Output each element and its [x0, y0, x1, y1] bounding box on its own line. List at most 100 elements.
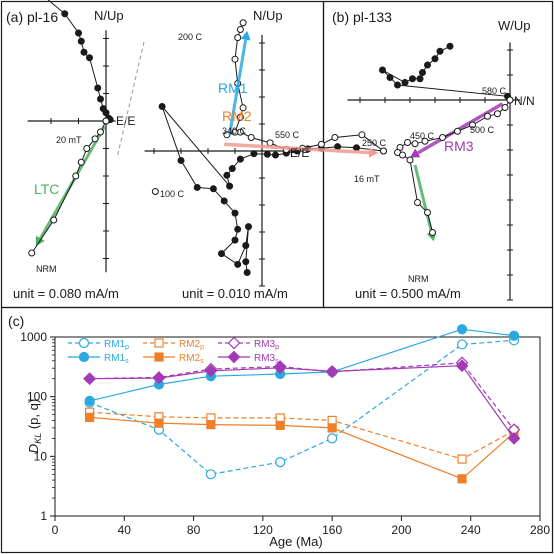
- c-x-tick-label: 0: [52, 523, 59, 537]
- panel-b-frame: [322, 0, 554, 309]
- a-right-vertical-point: [272, 151, 279, 159]
- b-vertical-point: [484, 112, 491, 120]
- a-right-vertical-point: [231, 209, 239, 217]
- b-nrm-label: NRM: [408, 274, 429, 284]
- a-left-vertical-point: [91, 135, 99, 143]
- c-legend-rm2s-marker: [154, 352, 164, 362]
- c-series-rm2p-point: [327, 415, 337, 426]
- b-ltc-arrow-shaft: [413, 164, 434, 233]
- c-series-rm1s-point: [84, 395, 95, 406]
- a-right-horizontal-point: [317, 140, 325, 148]
- c-ylabel-rest: (p, q): [26, 399, 41, 433]
- a-left-nrm-label: NRM: [36, 264, 57, 274]
- a-right-horizontal-point: [358, 131, 366, 139]
- a-left-vertical-point: [28, 249, 36, 257]
- b-16mt-label: 16 mT: [354, 174, 380, 184]
- a-left-vertical-point: [97, 128, 104, 136]
- a-right-axis-right: E/E: [290, 146, 309, 160]
- c-series-rm1p-point: [456, 339, 468, 350]
- panel-c-label: (c): [8, 313, 24, 329]
- c-series-rm1s-point: [456, 324, 468, 335]
- c-series-rm2p-line: [89, 411, 515, 460]
- a-right-rm2-label: RM2: [222, 108, 252, 124]
- b-axis-top: W/Up: [498, 18, 531, 33]
- panel-c-frame: [0, 306, 554, 554]
- c-series-rm3s-point: [152, 371, 166, 385]
- zijderveld-plot-pl16-right: [144, 19, 387, 287]
- c-series-rm3s-point: [83, 372, 96, 386]
- a-right-200c-label: 200 C: [178, 32, 203, 42]
- b-vertical-point: [429, 229, 436, 236]
- a-left-horizontal-point: [86, 54, 93, 62]
- b-rm3-arrow-shaft: [416, 102, 504, 155]
- c-y-tick-label: 10: [34, 449, 48, 463]
- a-right-100c-label: 100 C: [160, 189, 185, 199]
- c-series-rm1p-line: [89, 339, 515, 475]
- c-legend-rm3s-subscript: s: [275, 358, 279, 365]
- c-legend-rm1p-name: RM1: [104, 339, 126, 350]
- a-left-ltc-label: LTC: [34, 181, 59, 197]
- a-left-horizontal-point: [80, 48, 88, 56]
- a-left-vertical-point: [50, 216, 58, 224]
- a-right-vertical-point: [243, 269, 251, 276]
- b-580c-label: 580 C: [482, 86, 507, 96]
- c-legend-rm3p-subscript: p: [275, 344, 279, 351]
- b-unit: unit = 0.500 mA/m: [355, 286, 461, 301]
- c-series-rm1s-line: [89, 328, 515, 402]
- a-right-rm1-label: RM1: [218, 80, 248, 96]
- a-right-vertical-point: [245, 223, 252, 231]
- a-right-vertical-point: [353, 144, 360, 152]
- a-left-vertical-point: [83, 145, 91, 152]
- a-right-vertical-point: [177, 156, 185, 164]
- a-left-20mt-label: 20 mT: [56, 135, 82, 145]
- a-left-vertical-point: [72, 172, 80, 180]
- b-vertical-point: [506, 96, 514, 104]
- b-horizontal-point: [416, 75, 424, 83]
- c-series-rm3s-point: [204, 364, 218, 378]
- c-legend-rm3s-marker: [227, 350, 241, 364]
- c-series-rm2s-point: [457, 474, 467, 484]
- c-legend-rm3s-name: RM3: [254, 353, 276, 364]
- b-horizontal-point: [379, 66, 386, 74]
- b-vertical-point: [414, 199, 421, 206]
- a-right-vertical-point: [250, 150, 258, 158]
- c-x-tick-label: 200: [391, 523, 411, 537]
- b-250c-label: 250 C: [362, 138, 387, 148]
- c-x-tick-label: 80: [187, 523, 201, 537]
- a-left-horizontal-point: [97, 95, 104, 103]
- b-horizontal-point: [431, 55, 439, 63]
- b-horizontal-point: [419, 69, 426, 76]
- c-legend-rm2p-label: RM2p: [179, 339, 204, 351]
- c-series-rm1p-point: [205, 469, 216, 480]
- a-left-horizontal-point: [61, 10, 69, 18]
- a-right-horizontal-point: [234, 34, 242, 42]
- a-left-horizontal-point: [75, 29, 82, 37]
- c-series-rm1p-point: [327, 433, 338, 444]
- a-right-vertical-point: [209, 185, 217, 193]
- a-right-horizontal-point: [239, 104, 247, 112]
- a-right-horizontal-point: [236, 26, 244, 33]
- a-right-rm1-arrow-shaft: [228, 39, 248, 136]
- c-legend-rm1s-name: RM1: [104, 353, 126, 364]
- b-vertical-point: [406, 156, 414, 164]
- a-left-horizontal-point: [94, 84, 102, 92]
- c-series-rm1p-point: [275, 457, 286, 468]
- c-ylabel-main: D: [26, 444, 41, 453]
- c-legend-rm2s-name: RM2: [179, 353, 201, 364]
- c-series-rm2s-point: [85, 412, 95, 422]
- a-right-vertical-point: [220, 197, 228, 205]
- c-plot-frame: [54, 336, 541, 517]
- b-horizontal-point: [424, 61, 431, 69]
- c-legend-rm2p-marker: [154, 338, 164, 348]
- a-separator-dashed-line: [116, 41, 145, 159]
- a-right-horizontal-point: [239, 19, 247, 27]
- a-right-vertical-point: [228, 165, 236, 173]
- c-legend-rm2s-subscript: s: [200, 358, 204, 365]
- a-right-vertical-point: [223, 171, 231, 179]
- a-right-rm2-arrow-shaft: [224, 142, 370, 155]
- a-right-vertical-point: [226, 182, 234, 190]
- a-left-vertical-point: [77, 158, 85, 166]
- b-vertical-point: [411, 140, 419, 148]
- b-horizontal-point: [446, 42, 454, 50]
